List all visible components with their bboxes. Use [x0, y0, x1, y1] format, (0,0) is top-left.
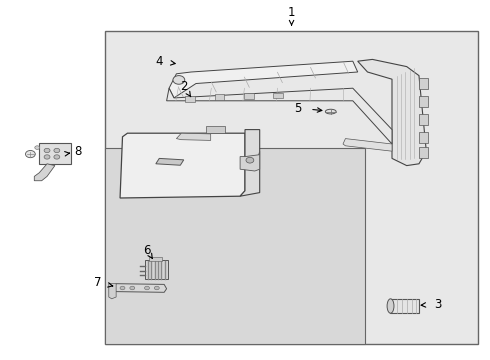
Polygon shape [34, 164, 55, 181]
Circle shape [120, 286, 125, 290]
Polygon shape [343, 139, 392, 151]
Bar [215, 94, 224, 100]
Bar [185, 96, 195, 102]
Bar [105, 31, 478, 344]
Bar [145, 260, 168, 279]
Bar [419, 114, 428, 125]
Bar [419, 132, 428, 143]
Polygon shape [114, 284, 167, 292]
Polygon shape [167, 88, 392, 144]
Text: 4: 4 [155, 55, 163, 68]
Bar [105, 148, 365, 344]
Circle shape [44, 155, 50, 159]
Bar [244, 93, 254, 99]
Circle shape [246, 157, 254, 163]
Polygon shape [176, 133, 211, 140]
Bar [419, 78, 428, 89]
Polygon shape [240, 130, 260, 196]
Bar [39, 143, 71, 164]
Circle shape [54, 148, 60, 153]
Text: 8: 8 [74, 145, 82, 158]
Circle shape [154, 286, 159, 290]
Circle shape [25, 150, 35, 158]
Circle shape [130, 286, 135, 290]
Polygon shape [156, 158, 184, 165]
Ellipse shape [325, 109, 336, 114]
Bar [273, 93, 283, 98]
Circle shape [54, 155, 60, 159]
Text: 2: 2 [180, 80, 188, 93]
Text: 7: 7 [94, 276, 102, 289]
Polygon shape [358, 59, 426, 166]
Circle shape [173, 76, 185, 84]
Bar [419, 147, 428, 158]
Bar [419, 96, 428, 107]
Ellipse shape [387, 299, 394, 313]
Circle shape [44, 148, 50, 153]
Text: 3: 3 [434, 298, 441, 311]
Circle shape [145, 286, 149, 290]
Text: 6: 6 [143, 244, 151, 257]
Bar [390, 299, 419, 313]
Polygon shape [109, 284, 116, 299]
Polygon shape [169, 61, 358, 98]
Polygon shape [240, 151, 260, 171]
Circle shape [35, 146, 40, 149]
Polygon shape [206, 126, 225, 133]
Text: 5: 5 [294, 102, 302, 114]
Text: 1: 1 [288, 6, 295, 19]
Polygon shape [120, 133, 245, 198]
Bar [149, 257, 162, 261]
